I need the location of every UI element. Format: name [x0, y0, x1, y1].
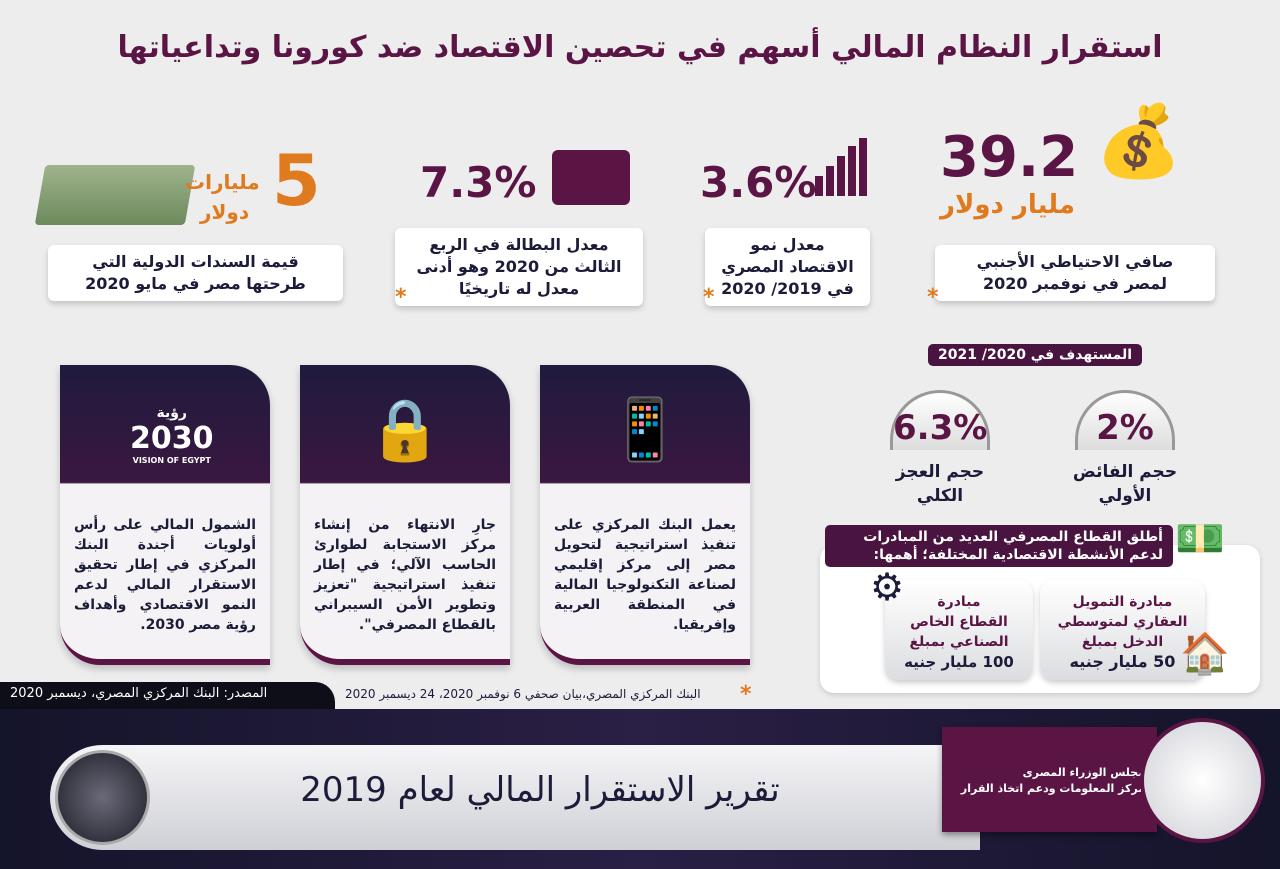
footnote-text: البنك المركزي المصري،بيان صحفي 6 نوفمبر … — [345, 687, 701, 701]
text: الصناعي بمبلغ — [909, 634, 1009, 650]
label: الكلي — [916, 486, 964, 506]
cyber-card: 🔒 جارِ الانتهاء من إنشاء مركز الاستجابة … — [300, 365, 510, 665]
fintech-card: 📱 يعمل البنك المركزي على تنفيذ استراتيجي… — [540, 365, 750, 665]
label: حجم الفائض — [1072, 462, 1178, 482]
org-box — [942, 727, 1157, 832]
target-label: المستهدف في 2020/ 2021 — [928, 344, 1143, 366]
stat-card-unemployment: معدل البطالة في الربع الثالث من 2020 وهو… — [395, 228, 643, 306]
footnote-star: * — [395, 285, 407, 310]
target-surplus-value: 2% — [1075, 390, 1175, 450]
org-name: مجلس الوزراء المصرى مركز المعلومات ودعم ا… — [945, 765, 1145, 797]
cabinet-logo — [1140, 718, 1265, 843]
cash-stack-icon — [34, 165, 196, 225]
footnote-star: * — [927, 285, 939, 310]
stat-unit: مليار دولار — [940, 190, 1075, 220]
initiative-housing: مبادرة التمويل العقاري لمتوسطي الدخل بمبلغ… — [1040, 580, 1205, 680]
money-bag-icon: 💰 — [1095, 100, 1183, 182]
banner-panel — [50, 745, 980, 850]
stat-value: 7.3% — [420, 158, 537, 207]
stat-label: طرحتها مصر في مايو 2020 — [85, 274, 306, 293]
logo-text: رؤية — [156, 405, 187, 421]
org-line: مجلس الوزراء المصرى — [1022, 766, 1145, 779]
text: القطاع الخاص — [910, 614, 1008, 630]
inclusion-card: رؤية 2030 VISION OF EGYPT الشمول المالي … — [60, 365, 270, 665]
header-line: أطلق القطاع المصرفي العديد من المبادرات — [863, 529, 1163, 545]
banner-title: تقرير الاستقرار المالي لعام 2019 — [300, 770, 780, 810]
stat-label: معدل له تاريخيًا — [458, 279, 580, 298]
stat-label: قيمة السندات الدولية التي — [92, 252, 299, 271]
card-text: الشمول المالي على رأس أولويات أجندة البن… — [74, 517, 256, 633]
source-bar — [0, 682, 335, 709]
stat-label: الاقتصاد المصري — [721, 257, 854, 276]
org-line: مركز المعلومات ودعم اتخاذ القرار — [960, 782, 1145, 795]
briefcase-search-icon — [552, 150, 630, 205]
page-title: استقرار النظام المالي أسهم في تحصين الاق… — [117, 30, 1163, 65]
stat-unit: دولار — [200, 200, 250, 224]
text: الدخل بمبلغ — [1081, 634, 1164, 650]
vision-2030-logo: رؤية 2030 VISION OF EGYPT — [130, 405, 214, 465]
target-surplus-label: حجم الفائض الأولي — [1040, 460, 1210, 508]
target-deficit-value: 6.3% — [890, 390, 990, 450]
report-chart-icon — [55, 750, 150, 845]
text: العقاري لمتوسطي — [1057, 614, 1188, 630]
stat-label: الثالث من 2020 وهو أدنى — [416, 257, 622, 276]
stat-card-growth: معدل نمو الاقتصاد المصري في 2019/ 2020 — [705, 228, 870, 306]
label: الأولي — [1098, 486, 1152, 506]
stat-card-reserves: صافي الاحتياطي الأجنبي لمصر في نوفمبر 20… — [935, 245, 1215, 301]
stat-value: 5 — [272, 140, 321, 222]
footnote-star: * — [740, 682, 752, 707]
stat-card-bonds: قيمة السندات الدولية التي طرحتها مصر في … — [48, 245, 343, 301]
amount: 100 مليار جنيه — [904, 653, 1014, 671]
amount: 50 مليار جنيه — [1069, 652, 1176, 671]
text: مبادرة — [937, 594, 981, 610]
money-icon: 💵 — [1175, 516, 1225, 562]
stat-label: معدل البطالة في الربع — [429, 235, 609, 254]
text: مبادرة التمويل — [1072, 594, 1173, 610]
fintech-phone-icon: 📱 — [607, 395, 683, 465]
bar-chart-icon — [815, 138, 870, 196]
gear-icon: ⚙ — [870, 565, 905, 609]
logo-text: VISION OF EGYPT — [132, 456, 211, 465]
stat-value: 3.6% — [700, 158, 817, 207]
initiatives-header: أطلق القطاع المصرفي العديد من المبادرات ل… — [825, 525, 1173, 567]
source-text: المصدر: البنك المركزي المصري، ديسمبر 202… — [10, 686, 268, 701]
stat-label: صافي الاحتياطي الأجنبي — [976, 252, 1174, 271]
target-deficit-label: حجم العجز الكلي — [855, 460, 1025, 508]
cyber-lock-icon: 🔒 — [367, 395, 443, 465]
logo-text: 2030 — [130, 421, 214, 456]
hand-house-dollar-icon: 🏠 — [1180, 631, 1230, 677]
card-text: جارِ الانتهاء من إنشاء مركز الاستجابة لط… — [314, 517, 496, 633]
initiative-industry: مبادرة القطاع الخاص الصناعي بمبلغ 100 مليا… — [885, 580, 1033, 680]
label: حجم العجز — [895, 462, 985, 482]
header-line: لدعم الأنشطة الاقتصادية المختلفة؛ أهمها: — [873, 547, 1163, 563]
stat-value: 39.2 — [940, 125, 1079, 190]
stat-label: معدل نمو — [750, 235, 825, 254]
footnote-star: * — [703, 285, 715, 310]
card-text: يعمل البنك المركزي على تنفيذ استراتيجية … — [554, 517, 736, 633]
stat-label: في 2019/ 2020 — [721, 279, 854, 298]
stat-label: لمصر في نوفمبر 2020 — [982, 274, 1168, 293]
stat-unit: مليارات — [185, 170, 260, 194]
